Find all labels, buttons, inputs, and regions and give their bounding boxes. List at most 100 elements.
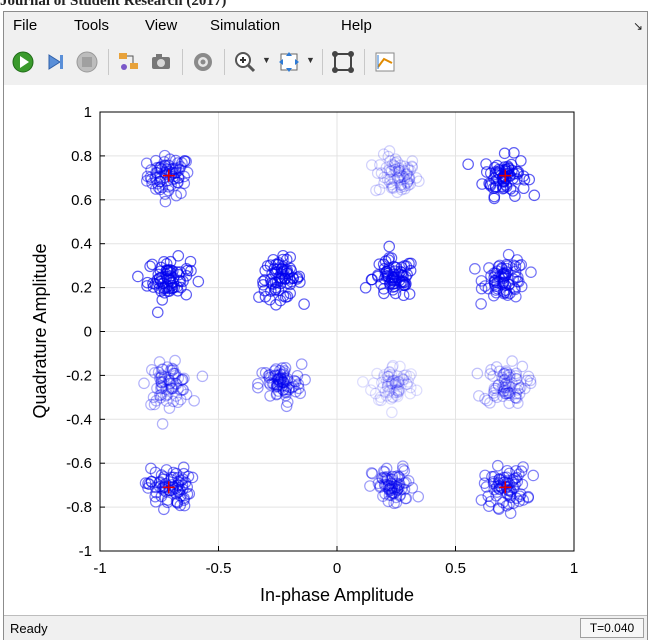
scatter-point [382, 370, 394, 383]
scatter-point [471, 367, 484, 380]
scatter-point [151, 177, 164, 190]
scatter-point [391, 384, 403, 396]
settings-icon[interactable] [190, 49, 216, 75]
menu-view[interactable]: View [145, 17, 178, 34]
snapshot-icon[interactable] [148, 49, 174, 75]
step-forward-icon[interactable] [42, 49, 68, 75]
scatter-point [175, 490, 187, 502]
scatter-point [163, 402, 176, 414]
scatter-point [167, 363, 180, 376]
scatter-point [378, 171, 391, 184]
scatter-point [400, 369, 412, 381]
zoom-in-icon[interactable] [232, 49, 258, 75]
scatter-point [502, 387, 515, 399]
scatter-point [519, 382, 531, 395]
scatter-point [406, 161, 419, 174]
stop-icon[interactable] [74, 49, 100, 75]
scatter-point [479, 392, 491, 405]
scatter-point [365, 384, 377, 396]
menu-help[interactable]: Help [341, 17, 372, 34]
scatter-point [167, 163, 179, 175]
toolbar: ▼ ▼ [4, 39, 647, 86]
scatter-point [402, 164, 414, 176]
run-icon[interactable] [10, 49, 36, 75]
scatter-point [380, 390, 393, 402]
scatter-point [155, 160, 167, 173]
scatter-point [287, 272, 299, 284]
scatter-point [147, 391, 160, 404]
scatter-point [397, 170, 409, 183]
menu-file[interactable]: File [13, 17, 38, 34]
scatter-point [402, 376, 415, 388]
y-tick-label: -0.4 [66, 411, 92, 428]
scatter-point [404, 387, 417, 400]
scatter-point [393, 378, 405, 391]
scatter-point [507, 185, 519, 197]
undock-arrow-icon[interactable]: ↘ [632, 19, 643, 33]
scatter-point [498, 471, 510, 484]
scatter-point [492, 379, 505, 392]
scatter-point [169, 370, 182, 382]
scatter-point [146, 177, 158, 190]
fit-dropdown-icon[interactable]: ▼ [306, 55, 315, 65]
scatter-point [380, 161, 393, 174]
scatter-point [489, 168, 502, 180]
scatter-point [483, 500, 495, 512]
scatter-point [279, 385, 292, 398]
scatter-point [153, 356, 166, 368]
scatter-point [503, 498, 515, 511]
scatter-point [400, 476, 412, 489]
scatter-point [393, 478, 406, 490]
highlight-blocks-icon[interactable] [116, 49, 142, 75]
measurements-icon[interactable] [372, 49, 398, 75]
scatter-point [175, 384, 187, 397]
scatter-point [475, 494, 488, 506]
scatter-point [398, 180, 410, 193]
scatter-point [510, 392, 523, 405]
scatter-point [163, 383, 175, 396]
scatter-point [377, 465, 390, 478]
zoom-dropdown-icon[interactable]: ▼ [262, 55, 271, 65]
constellation-cluster [253, 249, 310, 311]
scatter-point [295, 358, 308, 370]
scatter-point [393, 385, 405, 397]
scatter-point [513, 468, 525, 481]
scatter-point [378, 466, 391, 478]
scatter-point [513, 495, 525, 507]
scatter-point [157, 363, 169, 376]
scatter-point [279, 291, 292, 303]
scatter-point [384, 165, 396, 178]
scatter-point [367, 377, 380, 390]
scatter-point [373, 258, 386, 271]
scatter-point [510, 465, 522, 477]
scatter-point [180, 388, 193, 401]
scatter-point [173, 164, 186, 176]
scatter-point [498, 367, 511, 380]
scatter-point [386, 486, 399, 499]
scatter-point [383, 252, 395, 264]
scatter-point [157, 282, 170, 295]
reference-marker [162, 481, 175, 494]
menu-tools[interactable]: Tools [74, 17, 110, 34]
scatter-point [279, 273, 291, 285]
scatter-point [163, 165, 176, 178]
y-axis-label: Quadrature Amplitude [30, 243, 50, 418]
constellation-icon[interactable] [330, 49, 356, 75]
scatter-point [166, 265, 179, 277]
scatter-point [390, 491, 402, 504]
scatter-point [379, 472, 392, 484]
scatter-point [396, 372, 408, 385]
scatter-point [167, 395, 180, 408]
scatter-point [394, 164, 406, 177]
scatter-point [379, 480, 391, 492]
scatter-point [413, 175, 425, 188]
scatter-point [382, 483, 395, 496]
fit-view-icon[interactable] [276, 49, 302, 75]
scatter-point [379, 386, 391, 398]
reference-marker [162, 169, 175, 182]
scatter-point [388, 483, 401, 495]
scatter-point [517, 461, 529, 473]
menu-simulation[interactable]: Simulation [210, 17, 281, 34]
scatter-point [172, 268, 185, 281]
scatter-point [398, 160, 411, 173]
